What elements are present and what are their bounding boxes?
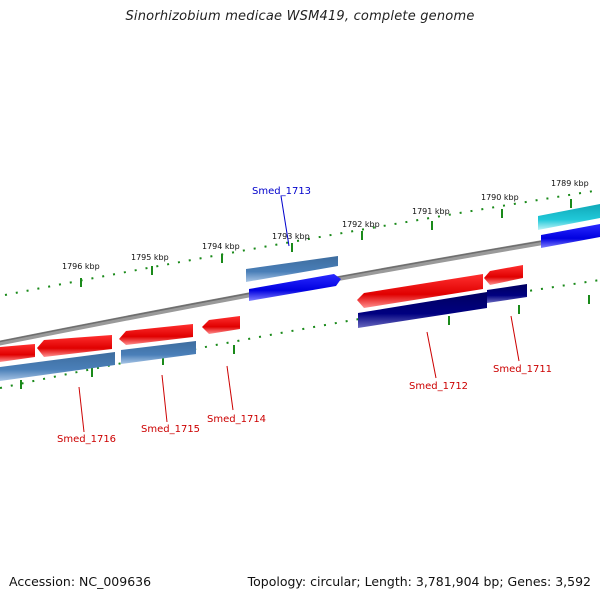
scale-ruler-upper [4,189,600,296]
gene-feature [358,292,487,328]
kbp-label: 1795 kbp [131,253,169,262]
forward-features [246,204,600,301]
reverse-features [0,265,527,381]
kbp-label: 1794 kbp [202,242,240,251]
kbp-label: 1789 kbp [551,179,589,188]
accession-label: Accession: NC_009636 [9,574,152,589]
cds-arrow [484,265,523,285]
kbp-label: 1791 kbp [412,207,450,216]
gene-feature [487,284,527,303]
cds-arrow [202,316,240,334]
kbp-label: 1792 kbp [342,220,380,229]
kbp-labels: 1796 kbp 1795 kbp 1794 kbp 1793 kbp 1792… [62,179,589,271]
gene-label-smed-1715: Smed_1715 [141,424,200,435]
cds-arrow [0,344,35,362]
cds-arrow [249,274,341,301]
gene-label-smed-1711: Smed_1711 [493,364,552,375]
cds-arrow [541,224,600,248]
gene-feature [121,341,196,364]
gene-feature [246,256,338,282]
kbp-label: 1793 kbp [272,232,310,241]
gene-labels: Smed_1713 Smed_1716 Smed_1715 Smed_1714 … [57,186,552,445]
callout-lines [78,195,520,433]
cds-arrow [119,324,193,345]
gene-label-smed-1714: Smed_1714 [207,414,266,425]
cds-arrow [37,335,112,357]
genome-title: Sinorhizobium medicae WSM419, complete g… [125,9,475,24]
gene-label-smed-1716: Smed_1716 [57,434,116,445]
gene-label-smed-1712: Smed_1712 [409,381,468,392]
kbp-label: 1796 kbp [62,262,100,271]
gene-feature [538,204,600,230]
gene-label-smed-1713: Smed_1713 [252,186,311,197]
genome-summary: Topology: circular; Length: 3,781,904 bp… [247,574,591,589]
gene-feature [0,352,115,381]
cds-arrow [357,274,483,308]
kbp-label: 1790 kbp [481,193,519,202]
